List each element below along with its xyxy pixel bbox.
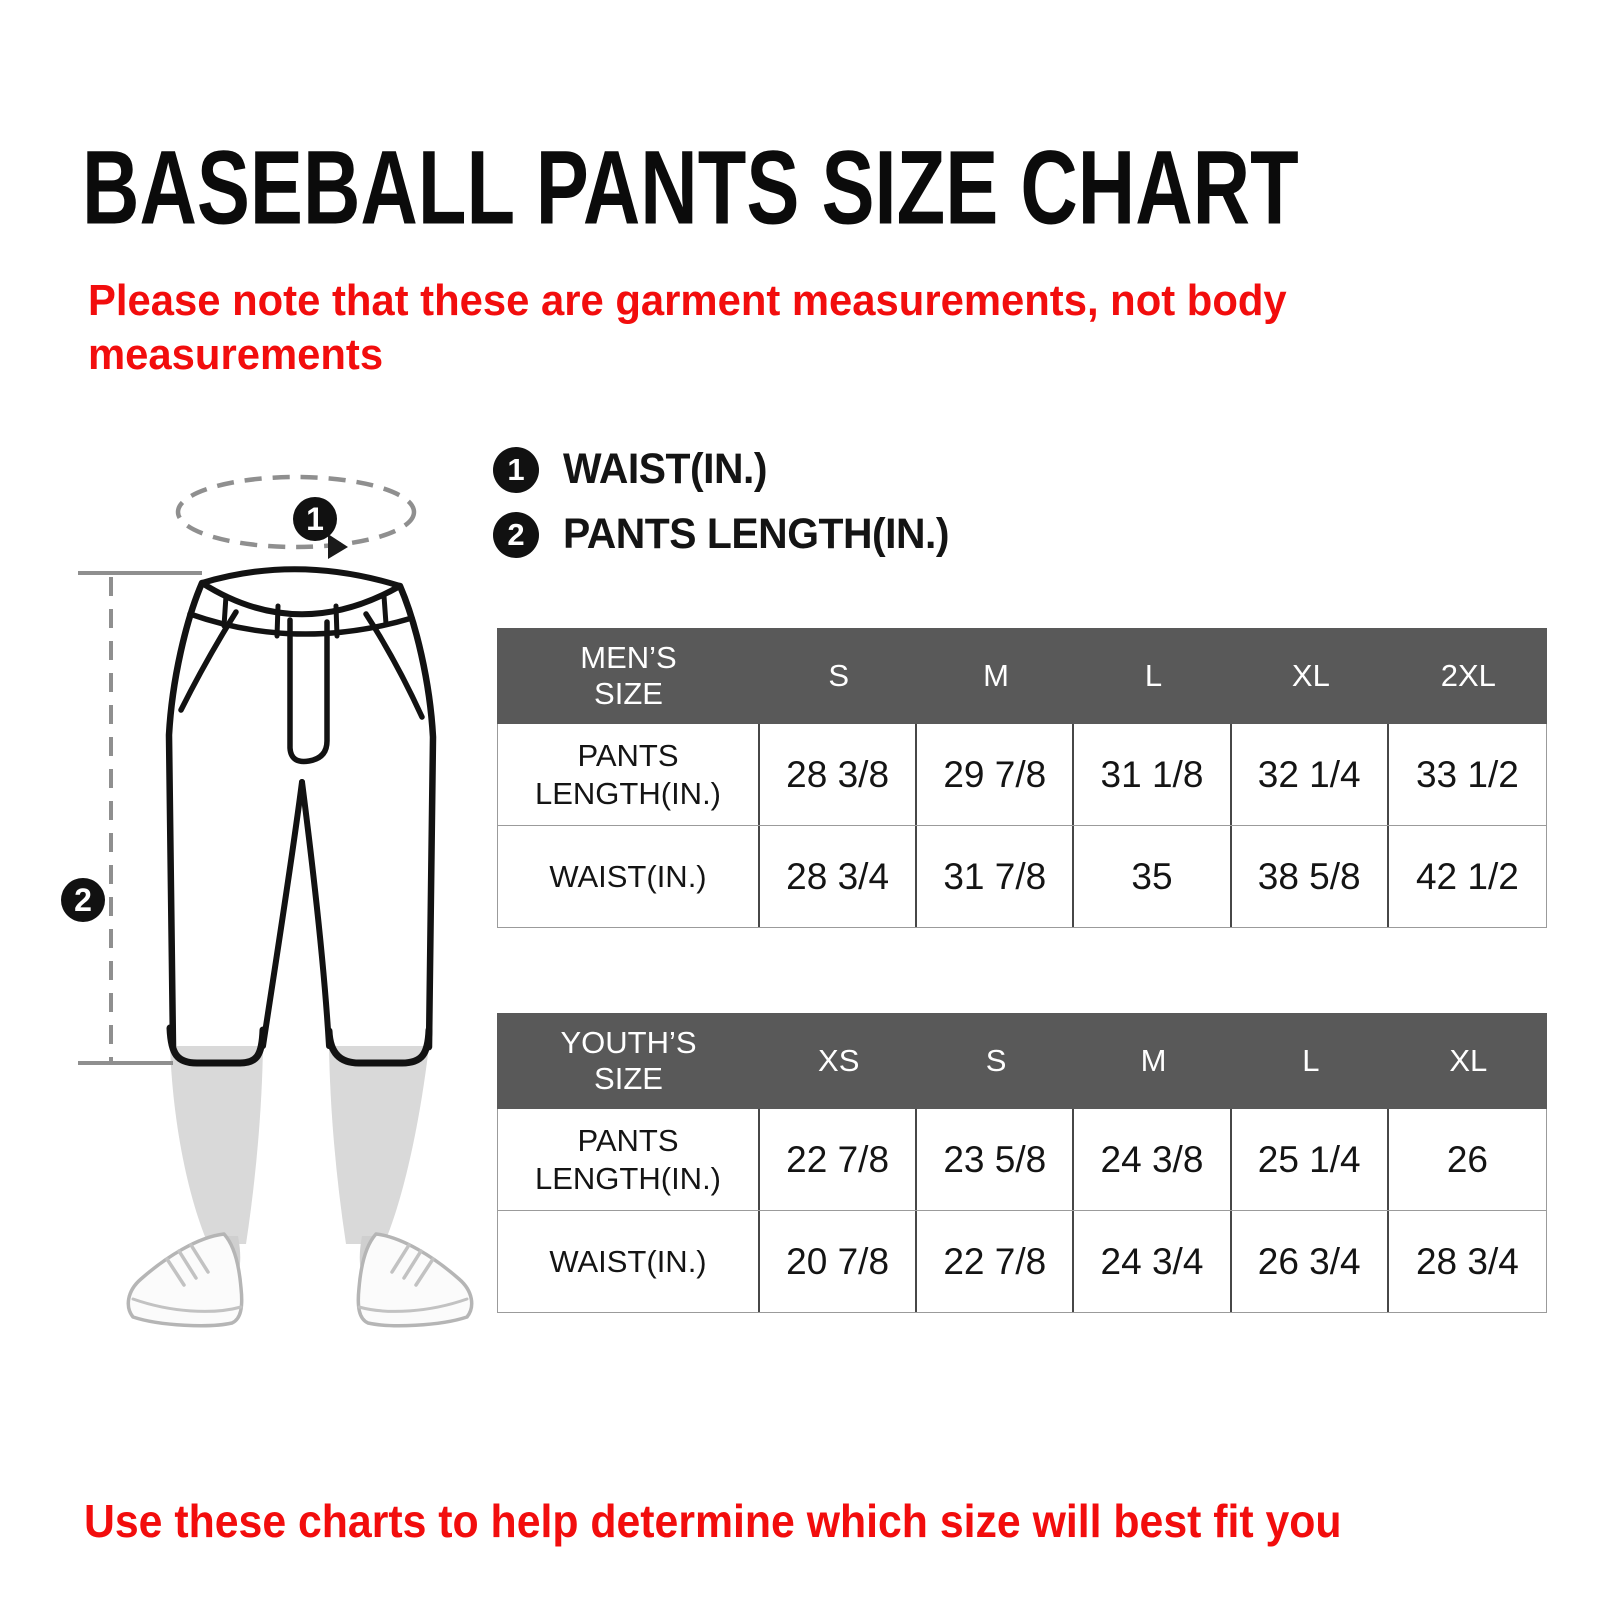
youths-size-table: YOUTH’S SIZE XS S M L XL PANTS LENGTH(IN… [497,1013,1547,1313]
table-row: PANTS LENGTH(IN.) 28 3/8 29 7/8 31 1/8 3… [498,724,1546,825]
size-value-cell: 22 7/8 [917,1211,1075,1312]
size-value-cell: 31 1/8 [1074,724,1232,825]
column-header: S [985,1043,1007,1079]
sneakers [126,1232,474,1328]
column-header: M [1140,1043,1167,1079]
legend-badge-2: 2 [493,511,539,558]
row-label: WAIST(IN.) [498,1211,760,1312]
column-header: 2XL [1440,658,1496,694]
youths-table-body: PANTS LENGTH(IN.) 22 7/8 23 5/8 24 3/8 2… [497,1109,1547,1313]
column-header: L [1302,1043,1320,1079]
size-value-cell: 20 7/8 [760,1211,918,1312]
size-value-cell: 31 7/8 [917,826,1075,927]
size-advice-footer: Use these charts to help determine which… [84,1495,1342,1547]
size-value-cell: 42 1/2 [1415,855,1519,897]
svg-text:2: 2 [74,882,92,918]
legend-badge-1: 1 [493,446,539,493]
column-header: XL [1449,1043,1488,1079]
youths-size-header: YOUTH’S SIZE [560,1025,697,1096]
size-value-cell: 26 3/4 [1232,1211,1389,1312]
youths-table-header: YOUTH’S SIZE XS S M L XL [497,1013,1547,1109]
table-row: WAIST(IN.) 20 7/8 22 7/8 24 3/4 26 3/4 2… [498,1210,1546,1312]
size-value-cell: 28 3/4 [760,826,918,927]
size-value-cell: 38 5/8 [1232,826,1389,927]
size-value-cell: 24 3/4 [1074,1211,1232,1312]
pants-diagram: 1 2 [61,474,474,1328]
row-label: PANTS LENGTH(IN.) [498,724,760,825]
size-value-cell: 28 3/8 [760,724,918,825]
size-value-cell: 32 1/4 [1232,724,1389,825]
size-value-cell: 23 5/8 [917,1109,1075,1210]
mens-table-body: PANTS LENGTH(IN.) 28 3/8 29 7/8 31 1/8 3… [497,724,1547,928]
size-value-cell: 26 [1446,1138,1488,1180]
length-marker-badge: 2 [61,878,105,922]
garment-measurement-note: Please note that these are garment measu… [88,276,1287,379]
page-title: BASEBALL PANTS SIZE CHART [82,128,1299,247]
column-header: M [983,658,1009,694]
legend-item-length: 2 PANTS LENGTH(IN.) [493,510,969,559]
svg-text:1: 1 [306,501,324,537]
mens-size-table: MEN’S SIZE S M L XL 2XL PANTS LENGTH(IN.… [497,628,1547,928]
socks-shapes [170,1046,429,1244]
row-label: WAIST(IN.) [498,826,760,927]
table-row: PANTS LENGTH(IN.) 22 7/8 23 5/8 24 3/8 2… [498,1109,1546,1210]
table-row: WAIST(IN.) 28 3/4 31 7/8 35 38 5/8 42 1/… [498,825,1546,927]
size-value-cell: 25 1/4 [1232,1109,1389,1210]
size-value-cell: 35 [1074,826,1232,927]
column-header: S [828,658,850,694]
measurement-legend: 1 WAIST(IN.) 2 PANTS LENGTH(IN.) [493,445,969,559]
column-header: L [1144,658,1163,694]
legend-item-waist: 1 WAIST(IN.) [493,445,969,494]
waist-measure-ellipse [175,474,417,559]
row-label: PANTS LENGTH(IN.) [498,1109,760,1210]
legend-label-waist: WAIST(IN.) [563,445,768,493]
pants-outline [165,566,437,1067]
mens-table-header: MEN’S SIZE S M L XL 2XL [497,628,1547,724]
arrow-icon [328,534,348,559]
size-value-cell: 28 3/4 [1415,1240,1519,1282]
length-measure-lines [78,571,202,1065]
size-value-cell: 24 3/8 [1074,1109,1232,1210]
mens-size-header: MEN’S SIZE [580,640,677,711]
column-header: XS [818,1043,860,1079]
size-value-cell: 29 7/8 [917,724,1075,825]
column-header: XL [1291,658,1330,694]
waist-marker-badge: 1 [293,497,337,541]
size-value-cell: 22 7/8 [760,1109,918,1210]
legend-label-length: PANTS LENGTH(IN.) [563,510,950,558]
size-value-cell: 33 1/2 [1415,753,1519,795]
